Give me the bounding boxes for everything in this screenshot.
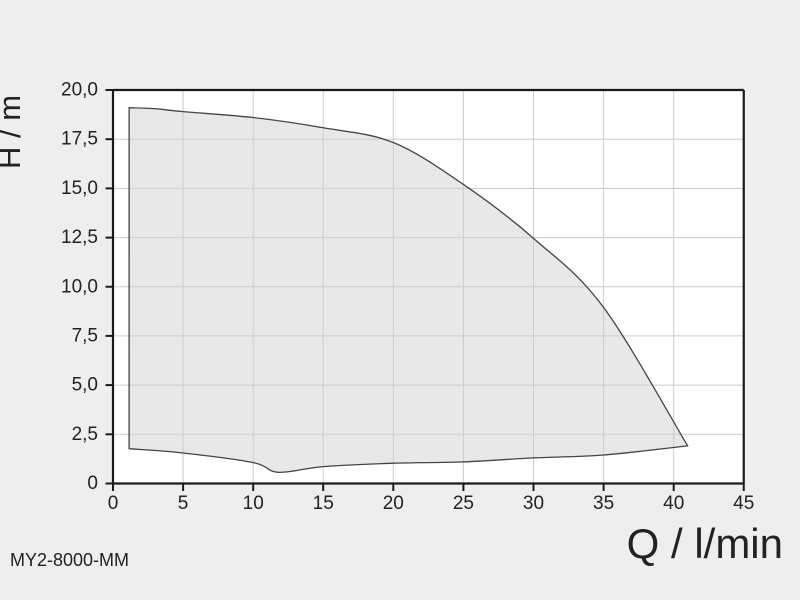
svg-text:25: 25: [453, 493, 474, 514]
svg-text:40: 40: [663, 493, 684, 514]
svg-text:35: 35: [593, 493, 614, 514]
svg-text:10: 10: [243, 493, 264, 514]
svg-text:5,0: 5,0: [72, 375, 98, 396]
svg-text:10,0: 10,0: [61, 276, 98, 297]
svg-text:45: 45: [733, 493, 754, 514]
svg-text:H / m: H / m: [0, 95, 27, 169]
svg-text:30: 30: [523, 493, 544, 514]
svg-text:20,0: 20,0: [61, 80, 98, 101]
svg-text:20: 20: [383, 493, 404, 514]
svg-text:2,5: 2,5: [72, 424, 98, 445]
svg-text:17,5: 17,5: [61, 129, 98, 150]
svg-text:15,0: 15,0: [61, 178, 98, 199]
svg-text:Q / l/min: Q / l/min: [627, 520, 783, 567]
svg-text:7,5: 7,5: [72, 325, 98, 346]
svg-text:5: 5: [178, 493, 189, 514]
svg-text:0: 0: [108, 493, 119, 514]
svg-text:15: 15: [313, 493, 334, 514]
svg-text:0: 0: [87, 473, 98, 494]
svg-text:12,5: 12,5: [61, 227, 98, 248]
svg-text:MY2-8000-MM: MY2-8000-MM: [10, 550, 129, 570]
